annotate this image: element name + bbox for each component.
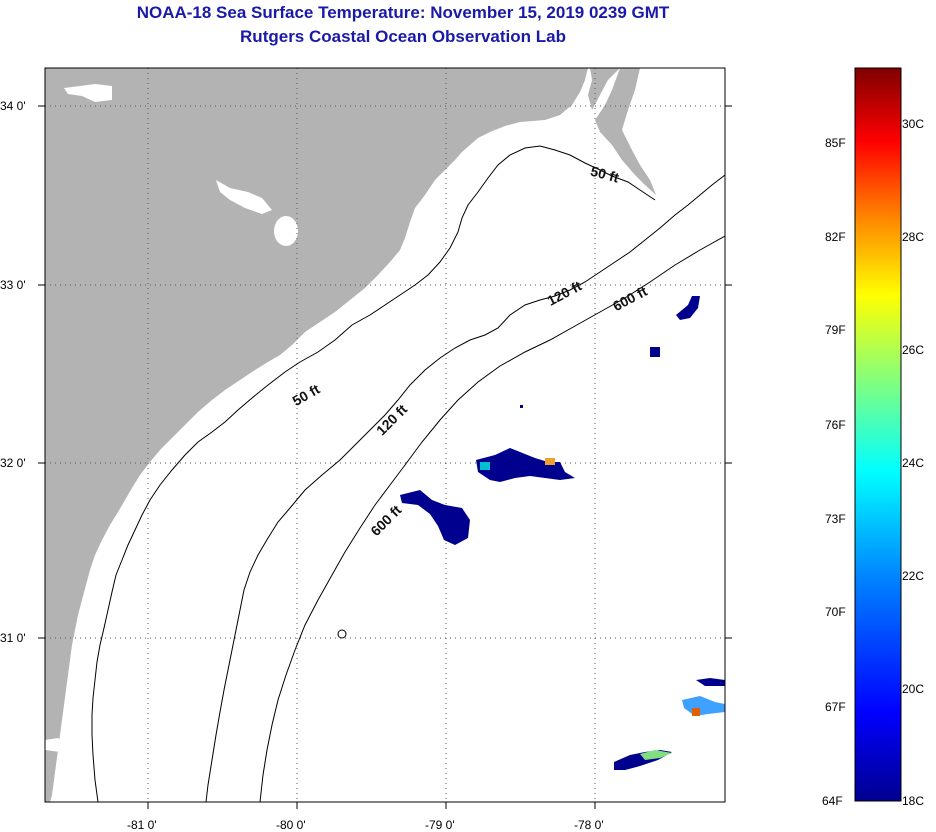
colorbar-c-label: 22C (902, 569, 925, 583)
colorbar-c-label: 30C (902, 117, 925, 131)
sst-data (400, 296, 725, 770)
land-mass (45, 68, 620, 802)
lat-label: 34 0' (0, 99, 26, 113)
colorbar-c-label: 28C (902, 230, 925, 244)
contour-label: 50 ft (589, 163, 621, 186)
lat-label: 33 0' (0, 278, 26, 292)
land-mass (595, 68, 656, 195)
colorbar-c-label: 18C (902, 794, 925, 808)
colorbar-f-label: 76F (825, 418, 846, 432)
map-subtitle: Rutgers Coastal Ocean Observation Lab (240, 27, 566, 46)
contour-600ft (259, 235, 725, 802)
colorbar-f-label: 82F (825, 230, 846, 244)
sst-patch (476, 448, 575, 482)
colorbar-f-label: 79F (825, 323, 846, 337)
contour-50ft (91, 145, 656, 802)
colorbar-c-label: 24C (902, 456, 925, 470)
colorbar-f-label: 70F (825, 605, 846, 619)
lat-label: 31 0' (0, 631, 26, 645)
colorbar (854, 67, 902, 802)
colorbar-c-label: 20C (902, 682, 925, 696)
lat-label: 32 0' (0, 456, 26, 470)
sst-patch (400, 490, 470, 545)
lon-label: -80 0' (276, 818, 306, 832)
map-frame (44, 67, 726, 803)
lon-label: -78 0' (574, 818, 604, 832)
lake-patch (216, 180, 272, 214)
lake-patch (274, 216, 298, 246)
sst-patch (676, 296, 700, 320)
lake-patch (64, 84, 112, 102)
colorbar-c-label: 26C (902, 343, 925, 357)
lake-patch (45, 738, 70, 752)
graticule (45, 68, 725, 802)
colorbar-f-label: 85F (825, 136, 846, 150)
colorbar-f-label: 67F (825, 700, 846, 714)
colorbar-f-label: 64F (822, 794, 843, 808)
contour-120ft (205, 174, 725, 802)
colorbar-f-label: 73F (825, 512, 846, 526)
lon-label: -81 0' (127, 818, 157, 832)
contour-loop (337, 629, 347, 639)
lon-label: -79 0' (425, 818, 455, 832)
axis-ticks (38, 105, 732, 809)
map-title: NOAA-18 Sea Surface Temperature: Novembe… (136, 3, 670, 22)
